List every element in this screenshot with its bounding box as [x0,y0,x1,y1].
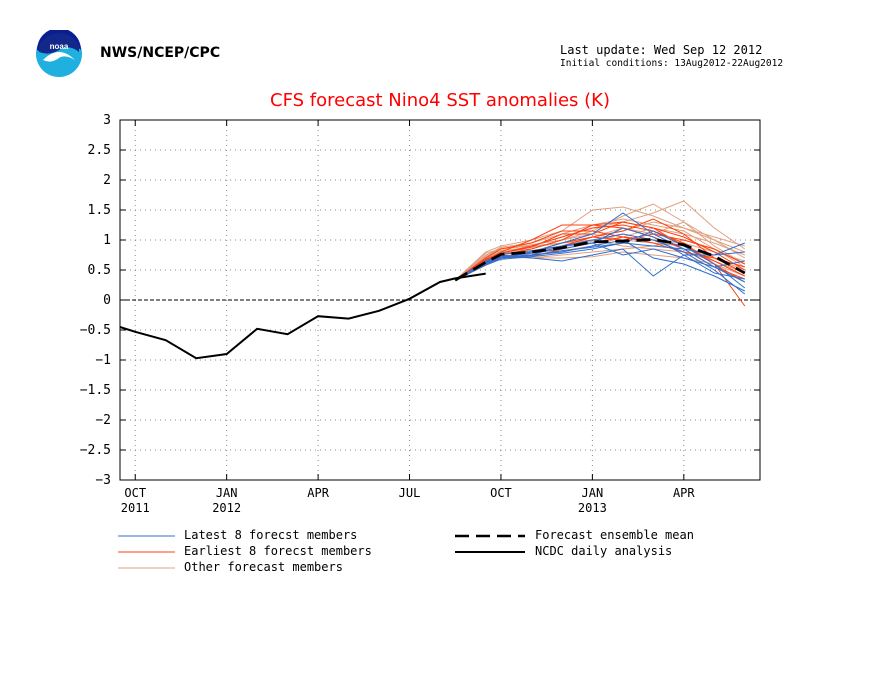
latest-member-line [454,230,746,289]
y-tick-label: 2 [103,173,111,188]
x-tick-label: APR [307,486,329,500]
y-tick-label: −1 [95,353,111,368]
legend-mean-label: Forecast ensemble mean [535,528,694,542]
y-tick-label: 1 [103,233,111,248]
chart-title: CFS forecast Nino4 SST anomalies (K) [270,90,610,111]
x-tick-label: APR [673,486,695,500]
ensemble-mean-line [454,237,746,282]
legend-other-label: Other forecast members [184,560,343,574]
x-tick-label: JAN [216,486,238,500]
agency-label: NWS/NCEP/CPC [100,45,221,61]
initial-conditions-label: Initial conditions: 13Aug2012-22Aug2012 [560,58,784,69]
x-tick-label: JUL [399,486,421,500]
last-update-label: Last update: Wed Sep 12 2012 [560,43,763,57]
y-tick-label: 0.5 [88,263,111,278]
y-tick-label: 3 [103,113,111,128]
y-tick-label: 0 [103,293,111,308]
y-tick-label: −3 [95,473,111,488]
x-tick-label: OCT [124,486,146,500]
y-tick-label: −2 [95,413,111,428]
legend-analysis-label: NCDC daily analysis [535,544,673,558]
x-tick-year: 2012 [212,501,241,515]
x-tick-label: JAN [582,486,604,500]
noaa-logo-icon: noaa [36,30,82,77]
x-tick-year: 2013 [578,501,607,515]
y-tick-label: 2.5 [88,143,111,158]
y-tick-label: −0.5 [80,323,111,338]
y-axis-ticks: 3 2.5 2 1.5 1 0.5 0 −0.5 −1 −1.5 −2 −2.5 −3 [80,113,760,488]
x-tick-label: OCT [490,486,512,500]
latest-members [454,212,746,295]
y-tick-label: 1.5 [88,203,111,218]
analysis-line [119,272,486,360]
other-member-line [454,206,746,281]
legend-latest-label: Latest 8 forecst members [184,528,358,542]
latest-member-line [454,242,745,281]
svg-text:noaa: noaa [50,42,69,51]
legend-earliest-label: Earliest 8 forecst members [184,544,372,558]
x-tick-year: 2011 [121,501,150,515]
y-tick-label: −2.5 [80,443,111,458]
grid-lines [120,120,760,480]
y-tick-label: −1.5 [80,383,111,398]
